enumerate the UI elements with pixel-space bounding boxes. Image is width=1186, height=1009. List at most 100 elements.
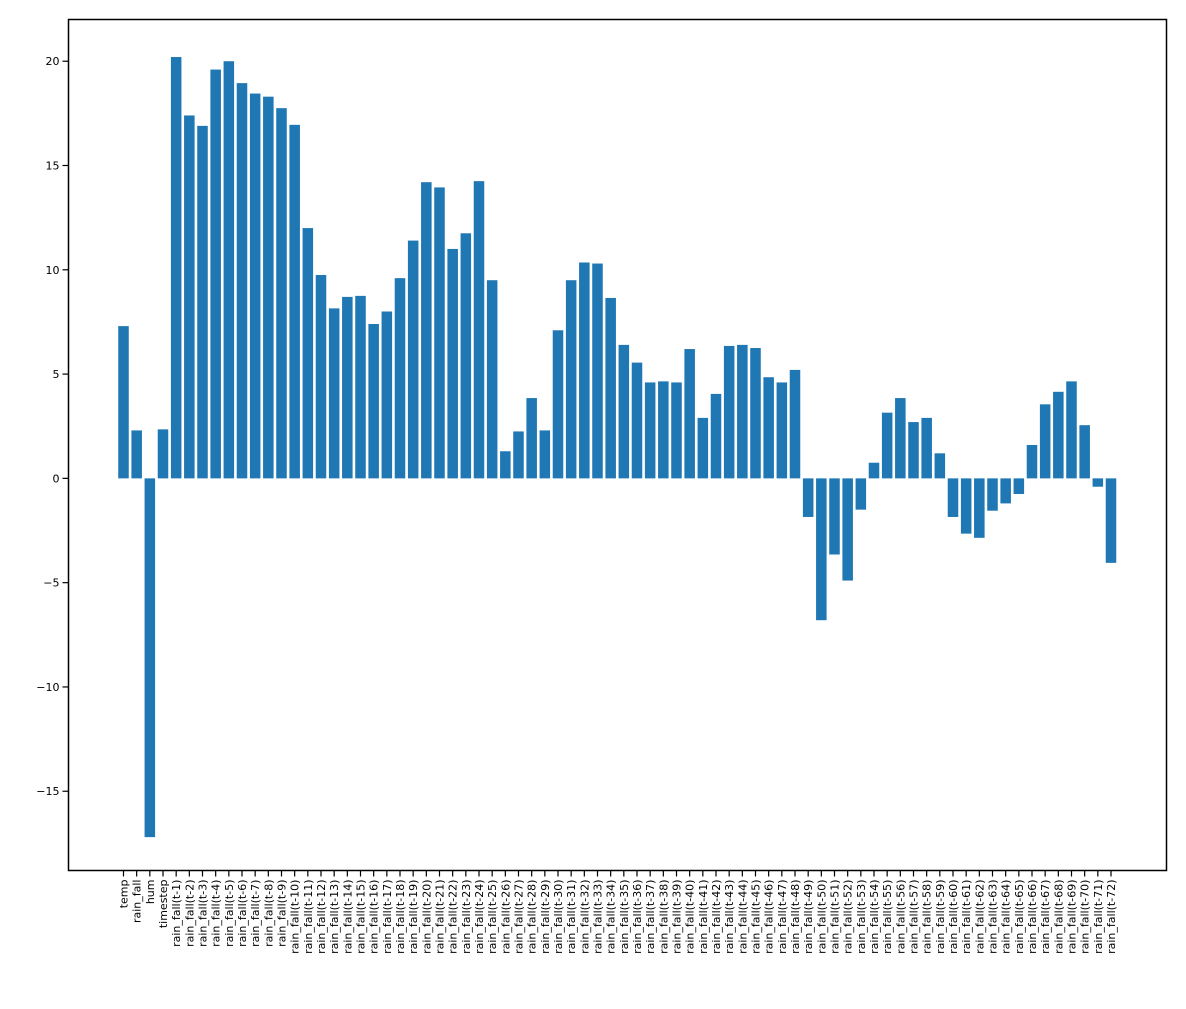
bar-rain_fall(t-42) (710, 393, 722, 479)
x-tick-label: rain_fall(t-6) (236, 880, 249, 947)
y-tick-label: −15 (36, 785, 59, 798)
x-tick-label: rain_fall(t-25) (486, 880, 499, 954)
x-tick-label: rain_fall(t-50) (815, 880, 828, 954)
bar-rain_fall(t-36) (631, 362, 643, 479)
x-tick-label: rain_fall(t-39) (671, 880, 684, 954)
bar-rain_fall(t-54) (868, 462, 880, 479)
bar-rain_fall (131, 430, 142, 479)
bar-rain_fall(t-35) (618, 344, 630, 479)
bar-rain_fall(t-3) (197, 125, 208, 479)
bar-rain_fall(t-63) (987, 478, 998, 511)
x-tick-label: rain_fall(t-49) (802, 880, 815, 954)
bar-rain_fall(t-15) (355, 295, 366, 479)
bar-rain_fall(t-32) (579, 262, 590, 479)
bar-rain_fall(t-19) (407, 240, 419, 479)
x-tick-label: rain_fall(t-38) (657, 880, 670, 954)
x-tick-label: rain_fall(t-29) (539, 880, 552, 954)
x-axis: temp rain_fall hum timestep rain_fall(t-1) ra… (118, 870, 1118, 954)
x-tick-label: rain_fall(t-70) (1079, 880, 1092, 954)
bar-rain_fall(t-12) (315, 275, 327, 479)
bar-rain_fall(t-10) (289, 124, 300, 479)
bar-rain_fall(t-65) (1013, 478, 1025, 495)
bar-rain_fall(t-20) (421, 182, 432, 479)
x-tick-label: rain_fall(t-66) (1026, 880, 1039, 954)
x-tick-label: rain_fall(t-40) (684, 880, 697, 954)
bar-rain_fall(t-30) (552, 330, 564, 479)
bar-rain_fall(t-26) (500, 451, 511, 479)
x-tick-label: rain_fall(t-9) (276, 880, 289, 947)
y-tick-label: 10 (46, 264, 60, 277)
x-tick-label: rain_fall(t-24) (473, 880, 486, 954)
x-tick-label: rain_fall(t-48) (789, 880, 802, 954)
x-tick-label: rain_fall(t-63) (987, 880, 1000, 954)
x-tick-label: rain_fall(t-45) (750, 880, 763, 954)
x-tick-label: rain_fall(t-52) (842, 880, 855, 954)
x-tick-label: rain_fall(t-56) (894, 880, 907, 954)
x-tick-label: rain_fall(t-65) (1013, 880, 1026, 954)
bar-rain_fall(t-17) (381, 311, 393, 479)
x-tick-label: rain_fall(t-41) (697, 880, 710, 954)
bar-hum (144, 478, 156, 838)
bar-rain_fall(t-25) (486, 280, 498, 479)
x-tick-label: rain_fall(t-53) (855, 880, 868, 954)
x-tick-label: rain_fall(t-57) (908, 880, 921, 954)
x-tick-label: rain_fall(t-26) (499, 880, 512, 954)
bar-rain_fall(t-34) (605, 297, 616, 479)
x-tick-label: rain_fall(t-7) (249, 880, 262, 947)
x-tick-label: rain_fall(t-72) (1105, 880, 1118, 954)
bar-rain_fall(t-2) (184, 115, 195, 479)
bar-rain_fall(t-7) (249, 93, 261, 479)
x-tick-label: rain_fall(t-13) (328, 880, 341, 954)
bar-rain_fall(t-31) (565, 280, 577, 479)
bar-rain_fall(t-53) (855, 478, 867, 510)
bar-rain_fall(t-68) (1053, 391, 1064, 479)
x-tick-label: rain_fall(t-32) (578, 880, 591, 954)
bar-rain_fall(t-8) (263, 96, 274, 479)
bar-rain_fall(t-21) (434, 187, 445, 479)
x-tick-label: rain_fall (131, 880, 144, 924)
bar-rain_fall(t-50) (816, 478, 827, 621)
x-tick-label: rain_fall(t-23) (460, 880, 473, 954)
x-tick-label: rain_fall(t-18) (394, 880, 407, 954)
bar-rain_fall(t-71) (1092, 478, 1104, 487)
bar-rain_fall(t-61) (960, 478, 972, 534)
bar-rain_fall(t-59) (934, 453, 946, 479)
bar-rain_fall(t-23) (460, 233, 472, 479)
bar-rain_fall(t-28) (526, 398, 537, 479)
x-tick-label: rain_fall(t-44) (736, 880, 749, 954)
bar-rain_fall(t-9) (276, 108, 287, 479)
bar-timestep (157, 429, 169, 479)
x-tick-label: rain_fall(t-34) (605, 880, 618, 954)
x-tick-label: rain_fall(t-31) (565, 880, 578, 954)
x-tick-label: rain_fall(t-58) (921, 880, 934, 954)
bar-rain_fall(t-57) (908, 422, 919, 479)
bar-rain_fall(t-29) (539, 430, 551, 479)
bar-rain_fall(t-67) (1039, 404, 1051, 479)
x-tick-label: rain_fall(t-59) (934, 880, 947, 954)
bar-rain_fall(t-52) (842, 478, 853, 581)
bar-rain_fall(t-14) (342, 296, 353, 479)
x-tick-label: rain_fall(t-64) (1000, 879, 1013, 953)
bar-rain_fall(t-27) (513, 431, 524, 479)
bar-rain_fall(t-51) (829, 478, 840, 555)
bar-rain_fall(t-1) (170, 57, 182, 479)
y-tick-label: 15 (46, 160, 60, 173)
y-tick-label: 5 (53, 368, 60, 381)
bar-rain_fall(t-58) (921, 417, 932, 479)
x-tick-label: timestep (157, 879, 170, 928)
x-tick-label: rain_fall(t-5) (223, 880, 236, 947)
x-tick-label: rain_fall(t-21) (434, 880, 447, 954)
x-tick-label: rain_fall(t-54) (868, 880, 881, 954)
y-axis: −15 −10 −5 0 5 10 15 20 (36, 55, 69, 798)
bar-rain_fall(t-11) (302, 228, 314, 479)
x-tick-label: rain_fall(t-71) (1092, 880, 1105, 954)
x-tick-label: rain_fall(t-19) (407, 880, 420, 954)
bar-rain_fall(t-13) (328, 308, 340, 479)
bar-rain_fall(t-43) (723, 345, 735, 479)
x-tick-label: rain_fall(t-12) (315, 880, 328, 954)
bar-rain_fall(t-5) (223, 61, 235, 479)
bar-rain_fall(t-66) (1026, 445, 1038, 479)
bar-rain_fall(t-6) (236, 83, 248, 479)
